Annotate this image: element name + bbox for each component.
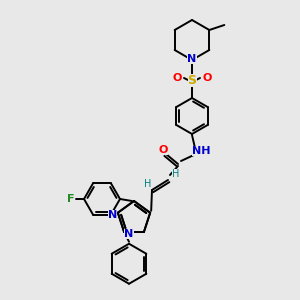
Text: NH: NH [192, 146, 210, 156]
Text: O: O [158, 145, 168, 155]
Text: O: O [172, 73, 182, 83]
Text: S: S [188, 74, 196, 86]
Text: N: N [124, 229, 134, 239]
Text: N: N [188, 54, 196, 64]
Text: H: H [172, 169, 180, 179]
Text: F: F [67, 194, 75, 204]
Text: N: N [108, 210, 118, 220]
Text: O: O [202, 73, 212, 83]
Text: H: H [144, 179, 152, 189]
